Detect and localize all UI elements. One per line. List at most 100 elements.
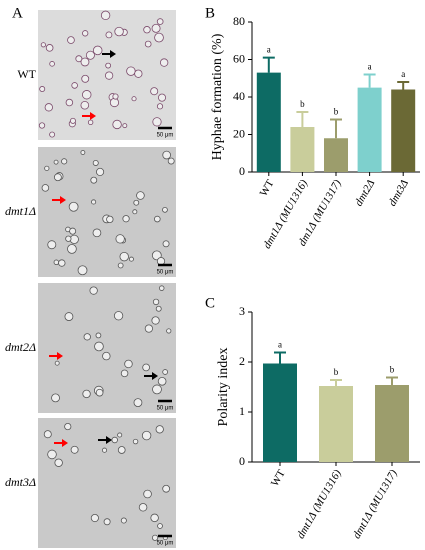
cell xyxy=(131,96,137,102)
cell xyxy=(53,159,59,165)
scale-bar-label: 50 μm xyxy=(157,541,174,547)
x-tick-label: dmt3Δ xyxy=(386,178,411,209)
significance-letter: a xyxy=(267,45,271,55)
cell xyxy=(81,74,90,83)
cell xyxy=(141,430,152,441)
cell xyxy=(120,369,129,378)
cell xyxy=(158,285,165,291)
cell xyxy=(162,150,171,160)
cell xyxy=(124,359,133,369)
cell xyxy=(92,45,103,56)
cell xyxy=(49,131,56,138)
cell xyxy=(39,86,46,92)
cell xyxy=(58,259,66,267)
significance-letter: a xyxy=(278,340,282,350)
cell xyxy=(82,389,91,399)
cell xyxy=(109,97,120,108)
cell xyxy=(162,484,171,493)
cell xyxy=(142,363,150,372)
cell xyxy=(158,93,167,102)
y-axis-label: Hyphae formation (%) xyxy=(210,33,225,160)
cell xyxy=(38,122,46,129)
arrow-head xyxy=(62,439,68,447)
cell xyxy=(82,30,89,37)
cell xyxy=(103,518,111,526)
cell xyxy=(117,262,124,269)
cell xyxy=(80,150,86,155)
cell xyxy=(69,227,77,235)
cell xyxy=(157,376,167,386)
bar xyxy=(319,386,353,462)
cell xyxy=(96,167,105,176)
y-tick-label: 2 xyxy=(239,354,245,368)
cell xyxy=(112,93,119,100)
panel-a: 50 μm WT 50 μm dmt1Δ 50 μm dmt2Δ 50 μm dmt3Δ xyxy=(5,10,176,548)
y-tick-label: 3 xyxy=(239,304,245,318)
cell xyxy=(115,234,125,244)
cell xyxy=(95,332,102,339)
y-tick-label: 0 xyxy=(239,454,245,468)
cell xyxy=(67,244,77,254)
significance-letter: a xyxy=(368,62,372,72)
cell xyxy=(122,123,128,129)
significance-letter: a xyxy=(401,69,405,79)
cell xyxy=(143,489,152,499)
cell xyxy=(41,184,50,192)
cell xyxy=(119,251,129,262)
cell xyxy=(91,199,97,205)
cell xyxy=(136,191,145,200)
cell xyxy=(120,517,127,524)
scale-bar-label: 50 μm xyxy=(157,133,174,139)
arrow-head xyxy=(57,352,63,360)
cell xyxy=(77,265,88,276)
cell xyxy=(80,100,90,110)
strain-label: dmt1Δ xyxy=(5,204,36,218)
bar xyxy=(256,72,281,172)
cell xyxy=(117,446,126,454)
cell xyxy=(64,312,74,321)
bar xyxy=(357,87,382,172)
panel-label: A xyxy=(12,5,23,21)
cell xyxy=(144,40,152,48)
cell xyxy=(92,159,99,166)
cell xyxy=(155,305,162,312)
cell xyxy=(70,445,79,454)
cell xyxy=(44,165,50,171)
cell xyxy=(162,240,170,248)
cell xyxy=(65,98,74,107)
y-tick-label: 60 xyxy=(233,51,245,65)
cell xyxy=(54,458,63,467)
cell xyxy=(49,61,55,67)
cell xyxy=(106,215,114,224)
arrow-head xyxy=(60,196,66,204)
cell xyxy=(53,259,60,266)
cell xyxy=(69,117,76,124)
cell xyxy=(156,103,164,110)
arrow-head xyxy=(110,50,116,58)
cell xyxy=(132,209,138,215)
cell xyxy=(126,66,136,76)
bar xyxy=(263,363,297,462)
panel-label: B xyxy=(205,5,215,21)
cell xyxy=(143,26,151,34)
scale-bar-label: 50 μm xyxy=(157,406,174,412)
cell xyxy=(162,206,168,213)
cell xyxy=(152,117,162,127)
y-tick-label: 0 xyxy=(239,164,245,178)
cell xyxy=(47,449,57,460)
cell xyxy=(155,425,164,434)
cell xyxy=(156,18,164,25)
x-tick-label: dmt1Δ (MU1317) xyxy=(351,467,400,540)
cell xyxy=(90,513,99,523)
significance-letter: b xyxy=(300,99,305,109)
cell xyxy=(128,256,134,262)
cell xyxy=(94,341,104,352)
scale-bar-label: 50 μm xyxy=(157,270,174,276)
cell xyxy=(151,534,159,541)
strain-label: dmt2Δ xyxy=(5,340,36,354)
cell xyxy=(85,50,95,60)
cell xyxy=(61,158,68,165)
y-tick-label: 20 xyxy=(233,126,245,140)
